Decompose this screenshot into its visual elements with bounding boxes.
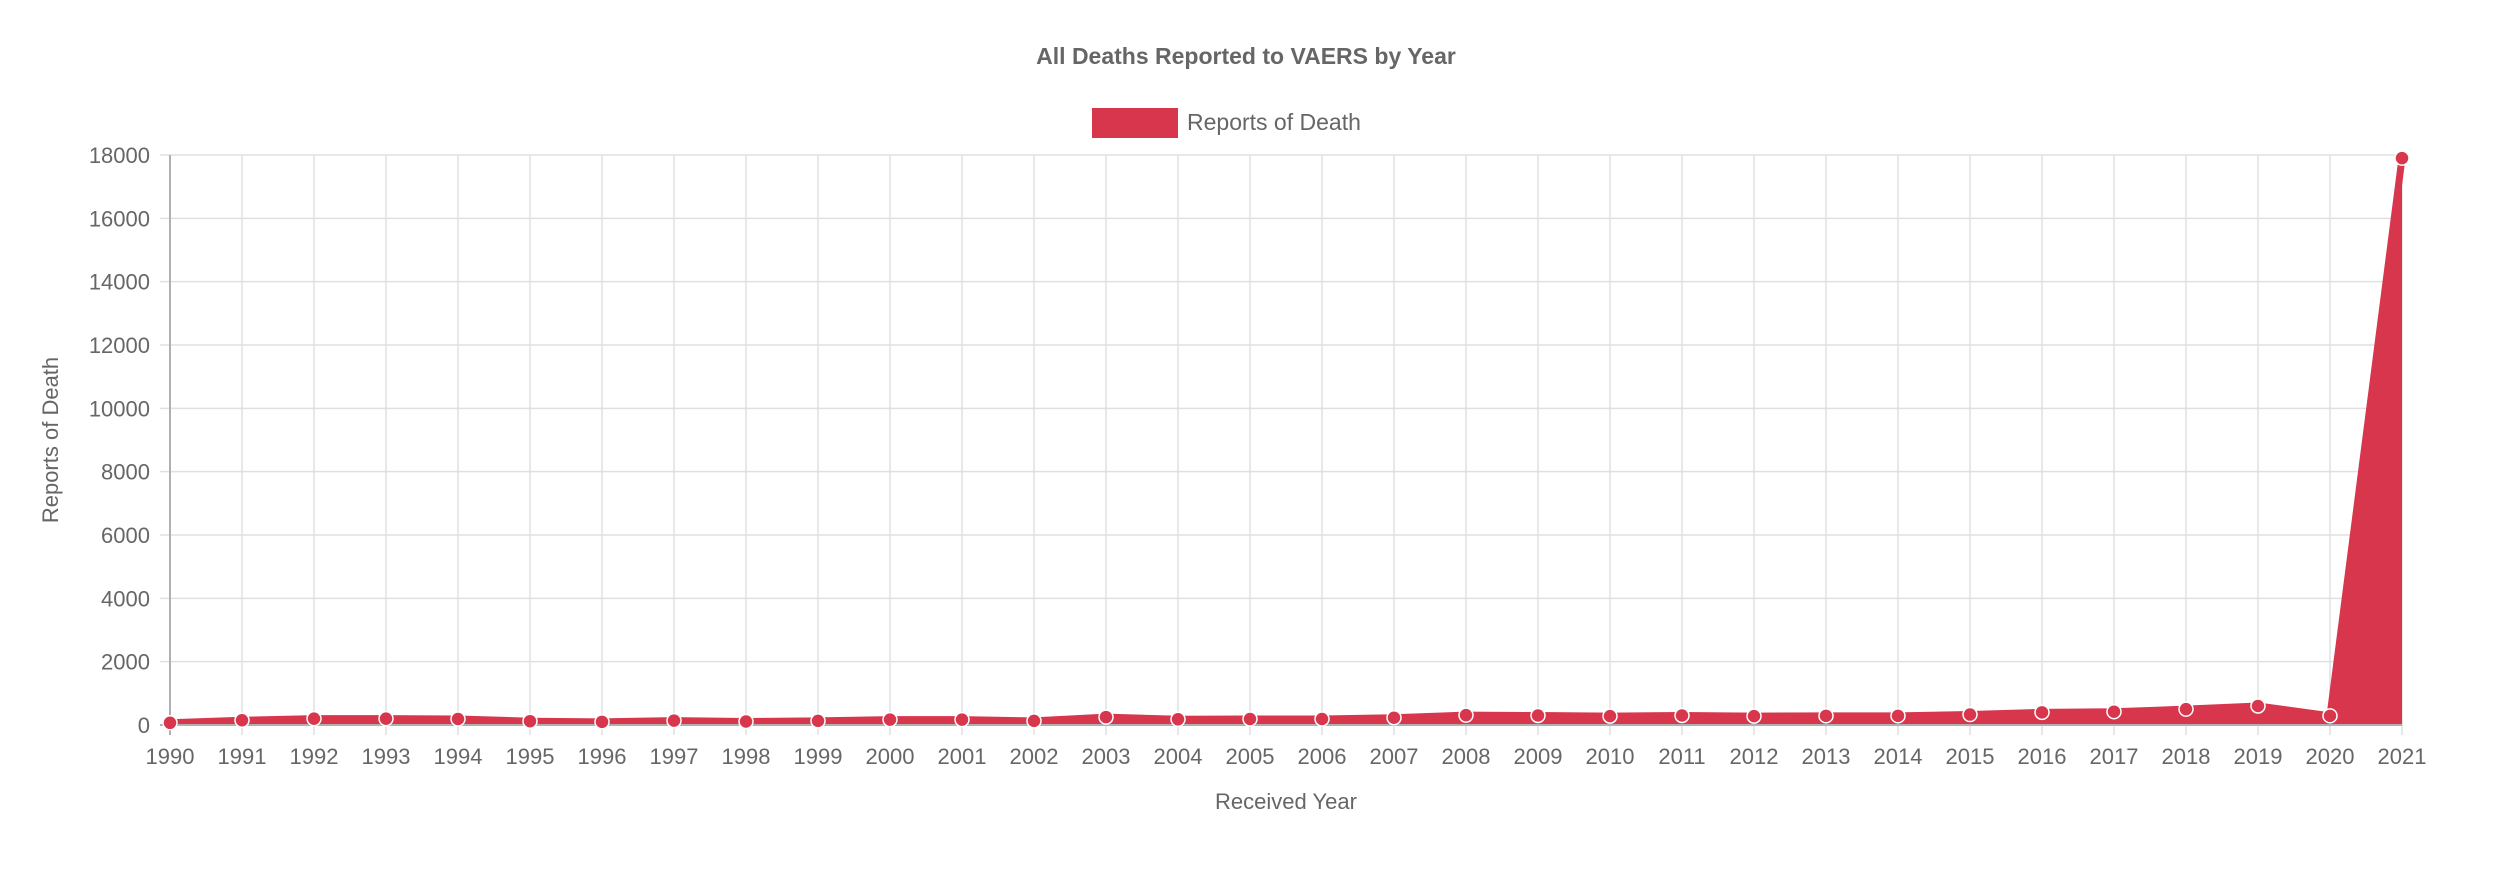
data-point-2010[interactable] bbox=[1602, 708, 1618, 724]
x-tick-label: 2013 bbox=[1802, 744, 1851, 769]
y-tick-label: 10000 bbox=[89, 396, 150, 421]
data-point-2015[interactable] bbox=[1962, 706, 1978, 723]
x-axis-label: Received Year bbox=[1215, 789, 1357, 814]
x-tick-label: 2012 bbox=[1730, 744, 1779, 769]
x-tick-label: 1994 bbox=[434, 744, 483, 769]
axes bbox=[160, 155, 2402, 735]
x-tick-label: 1997 bbox=[650, 744, 699, 769]
data-point-2005[interactable] bbox=[1242, 711, 1258, 727]
series-area bbox=[169, 157, 2406, 727]
data-point-2001[interactable] bbox=[954, 711, 970, 728]
y-tick-label: 4000 bbox=[101, 586, 150, 611]
x-tick-label: 2019 bbox=[2234, 744, 2283, 769]
data-point-2007[interactable] bbox=[1386, 709, 1402, 726]
x-tick-label: 1996 bbox=[578, 744, 627, 769]
series-line bbox=[169, 157, 2406, 727]
x-tick-label: 1993 bbox=[362, 744, 411, 769]
data-point-2008[interactable] bbox=[1458, 707, 1474, 723]
x-tick-label: 1995 bbox=[506, 744, 555, 769]
data-point-2000[interactable] bbox=[882, 711, 898, 728]
data-point-1991[interactable] bbox=[234, 712, 250, 728]
x-tick-label: 2018 bbox=[2162, 744, 2211, 769]
legend[interactable]: Reports of Death bbox=[1092, 108, 1361, 138]
data-point-2009[interactable] bbox=[1530, 707, 1546, 724]
data-point-2018[interactable] bbox=[2178, 701, 2194, 717]
data-point-2016[interactable] bbox=[2034, 704, 2050, 721]
data-point-2013[interactable] bbox=[1818, 708, 1834, 724]
x-tick-label: 2005 bbox=[1226, 744, 1275, 769]
data-point-2003[interactable] bbox=[1098, 709, 1114, 725]
data-point-1996[interactable] bbox=[594, 714, 610, 730]
y-tick-label: 8000 bbox=[101, 460, 150, 485]
x-tick-label: 1999 bbox=[794, 744, 843, 769]
x-tick-label: 2007 bbox=[1370, 744, 1419, 769]
x-axis-ticks: 1990 1991 1992 1993 1994 1995 1996 1997 1998 1999… bbox=[146, 744, 2427, 769]
data-point-2014[interactable] bbox=[1890, 708, 1906, 724]
data-point-2004[interactable] bbox=[1170, 711, 1186, 728]
data-point-2021[interactable] bbox=[2394, 150, 2410, 166]
data-point-1992[interactable] bbox=[306, 710, 322, 727]
x-tick-label: 2004 bbox=[1154, 744, 1203, 769]
data-point-1990[interactable] bbox=[162, 715, 178, 731]
data-point-2012[interactable] bbox=[1746, 708, 1762, 724]
y-tick-label: 2000 bbox=[101, 650, 150, 675]
x-tick-label: 2001 bbox=[938, 744, 987, 769]
grid bbox=[160, 154, 2403, 735]
y-axis-label: Reports of Death bbox=[38, 357, 63, 523]
x-tick-label: 2014 bbox=[1874, 744, 1923, 769]
series-fill bbox=[170, 158, 2402, 725]
x-tick-label: 2009 bbox=[1514, 744, 1563, 769]
x-tick-label: 2010 bbox=[1586, 744, 1635, 769]
x-tick-label: 2017 bbox=[2090, 744, 2139, 769]
data-point-2017[interactable] bbox=[2106, 703, 2122, 720]
x-tick-label: 1998 bbox=[722, 744, 771, 769]
data-point-1998[interactable] bbox=[738, 713, 754, 730]
series-points bbox=[162, 150, 2410, 731]
data-point-2011[interactable] bbox=[1674, 707, 1690, 724]
data-point-1993[interactable] bbox=[378, 710, 394, 727]
chart-title: All Deaths Reported to VAERS by Year bbox=[1036, 43, 1456, 69]
x-tick-label: 2021 bbox=[2378, 744, 2427, 769]
x-tick-label: 2008 bbox=[1442, 744, 1491, 769]
x-tick-label: 2016 bbox=[2018, 744, 2067, 769]
legend-swatch bbox=[1092, 108, 1178, 138]
data-point-2019[interactable] bbox=[2250, 698, 2266, 714]
x-tick-label: 1991 bbox=[218, 744, 267, 769]
data-point-1997[interactable] bbox=[666, 712, 682, 729]
x-tick-label: 2006 bbox=[1298, 744, 1347, 769]
data-point-2006[interactable] bbox=[1314, 711, 1330, 727]
y-tick-label: 16000 bbox=[89, 206, 150, 231]
x-tick-label: 1990 bbox=[146, 744, 195, 769]
legend-label: Reports of Death bbox=[1187, 109, 1361, 135]
data-point-1999[interactable] bbox=[810, 713, 826, 729]
y-tick-label: 18000 bbox=[89, 143, 150, 168]
x-tick-label: 2002 bbox=[1010, 744, 1059, 769]
x-tick-label: 2003 bbox=[1082, 744, 1131, 769]
data-point-2020[interactable] bbox=[2322, 708, 2338, 724]
x-tick-label: 2020 bbox=[2306, 744, 2355, 769]
x-tick-label: 2000 bbox=[866, 744, 915, 769]
data-point-2002[interactable] bbox=[1026, 713, 1042, 729]
y-tick-label: 14000 bbox=[89, 270, 150, 295]
data-point-1994[interactable] bbox=[450, 711, 466, 727]
y-axis-ticks: 18000 16000 14000 12000 10000 8000 6000 4000 200… bbox=[89, 143, 150, 738]
x-tick-label: 2015 bbox=[1946, 744, 1995, 769]
y-tick-label: 0 bbox=[138, 713, 150, 738]
data-point-1995[interactable] bbox=[522, 713, 538, 729]
y-tick-label: 12000 bbox=[89, 333, 150, 358]
y-tick-label: 6000 bbox=[101, 523, 150, 548]
x-tick-label: 1992 bbox=[290, 744, 339, 769]
x-tick-label: 2011 bbox=[1658, 744, 1705, 769]
